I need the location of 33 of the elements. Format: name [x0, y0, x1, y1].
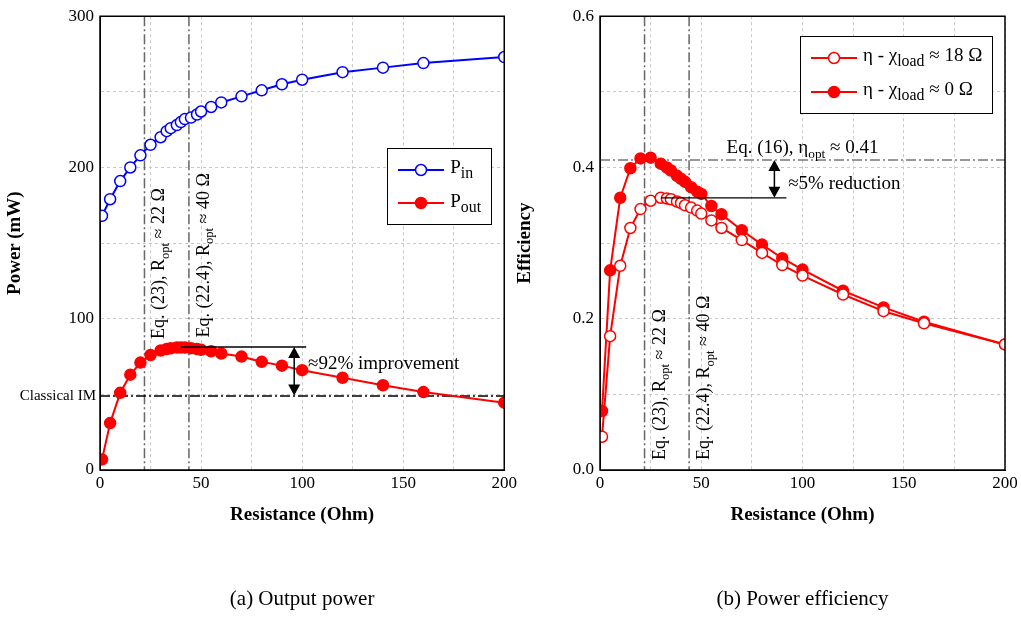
y-tick-label: 0.6: [572, 5, 594, 25]
y-tick-label: 300: [68, 5, 94, 25]
ref-line-label: Eq. (23), Ropt ≈ 22 Ω: [148, 188, 172, 339]
legend-label: η - χ$_{load}$ ≈ 18 Ω: [863, 43, 983, 71]
ref-line-label: Eq. (22.4), Ropt ≈ 40 Ω: [693, 295, 717, 460]
x-tick-label: 50: [692, 472, 710, 492]
x-axis-title: Resistance (Ohm): [730, 502, 875, 525]
y-tick-label: 0: [85, 459, 94, 479]
annotation: ≈92% improvement: [308, 352, 461, 374]
x-tick-label: 100: [789, 472, 816, 492]
legend-label: P$_{in}$: [450, 154, 474, 183]
legend-label: P$_{out}$: [450, 188, 482, 217]
x-tick-label: 100: [289, 472, 315, 492]
ref-line-label: Eq. (23), Ropt ≈ 22 Ω: [648, 309, 673, 460]
x-tick-label: 50: [192, 472, 210, 492]
y-tick-label: 0.2: [572, 308, 594, 328]
x-tick-label: 200: [992, 472, 1018, 492]
y-tick-label: 0.4: [572, 156, 595, 176]
y-tick-label: 200: [68, 156, 94, 176]
ref-line-label: Classical IM: [19, 386, 97, 403]
y-tick-label: 0.0: [572, 459, 594, 479]
annotation: ≈5% reduction: [788, 172, 901, 194]
text: (a) Output power: [228, 586, 376, 611]
text: (b) Power efficiency: [715, 586, 890, 611]
ref-line-label: Eq. (22.4), Ropt ≈ 40 Ω: [192, 173, 217, 338]
x-tick-label: 150: [390, 472, 416, 492]
legend-label: η - χ$_{load}$ ≈ 0 Ω: [863, 77, 973, 105]
x-tick-label: 150: [891, 472, 917, 492]
x-axis-title: Resistance (Ohm): [230, 502, 375, 525]
y-tick-label: 100: [68, 308, 94, 328]
y-axis-title: Efficiency: [513, 201, 535, 284]
y-axis-title: Power (mW): [3, 191, 26, 295]
x-tick-label: 200: [491, 472, 517, 492]
